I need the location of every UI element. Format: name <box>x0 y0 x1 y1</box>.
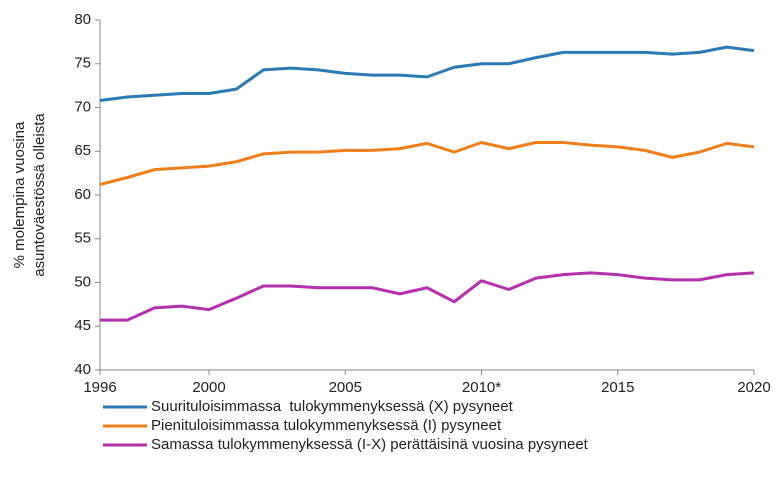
y-tick-label: 70 <box>74 98 91 115</box>
y-tick-label: 75 <box>74 55 91 72</box>
y-tick-label: 45 <box>74 317 91 334</box>
y-tick-label: 55 <box>74 230 91 247</box>
series-line <box>99 45 755 102</box>
legend-label: Samassa tulokymmenyksessä (I-X) perättäi… <box>151 436 589 453</box>
series-line <box>100 271 755 322</box>
y-axis-label: % molempina vuosina <box>11 121 28 268</box>
y-tick-label: 50 <box>74 273 91 290</box>
x-tick-label: 1996 <box>83 379 116 396</box>
y-tick-label: 40 <box>74 361 91 378</box>
y-tick-label: 60 <box>74 186 91 203</box>
x-tick-label: 2020 <box>737 379 770 396</box>
legend-label: Suurituloisimmassa tulokymmenyksessä (X)… <box>151 398 514 415</box>
x-tick-label: 2010* <box>462 379 501 396</box>
y-tick-label: 80 <box>74 11 91 28</box>
legend-label: Pienituloisimmassa tulokymmenyksessä (I)… <box>151 417 502 434</box>
y-tick-label: 65 <box>74 142 91 159</box>
y-axis-label: asuntoväestössä olleista <box>31 113 48 277</box>
x-tick-label: 2000 <box>192 379 225 396</box>
x-tick-label: 2005 <box>329 379 362 396</box>
series-line <box>99 141 755 186</box>
x-tick-label: 2015 <box>601 379 634 396</box>
